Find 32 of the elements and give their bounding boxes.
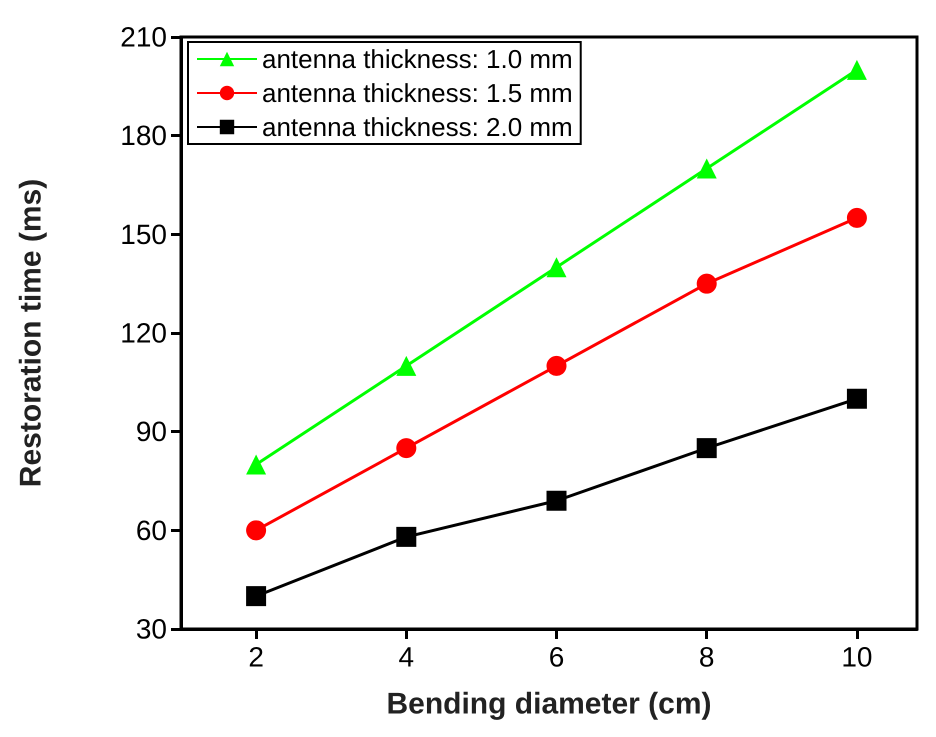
y-tick-label: 60 xyxy=(136,514,167,546)
point xyxy=(696,438,717,458)
point xyxy=(246,520,266,540)
legend-label: antenna thickness: 1.0 mm xyxy=(262,44,573,74)
x-tick-label: 6 xyxy=(548,642,564,672)
point xyxy=(846,208,867,228)
point xyxy=(396,526,416,547)
point xyxy=(696,274,717,294)
y-tick-label: 30 xyxy=(136,614,167,644)
legend-label: antenna thickness: 2.0 mm xyxy=(262,112,573,142)
point xyxy=(846,60,867,80)
legend-label: antenna thickness: 1.5 mm xyxy=(262,78,573,108)
x-tick-label: 4 xyxy=(398,642,414,672)
point xyxy=(246,454,266,475)
y-axis-title: Restoration time (ms) xyxy=(14,178,48,488)
y-tick-label: 210 xyxy=(120,22,167,52)
point xyxy=(546,356,567,376)
point xyxy=(546,257,567,278)
y-tick-label: 150 xyxy=(120,218,167,250)
point xyxy=(396,438,416,458)
x-tick-label: 10 xyxy=(841,642,872,672)
x-tick-label: 8 xyxy=(698,642,715,672)
y-tick-label: 120 xyxy=(120,318,167,348)
x-axis-title: Bending diameter (cm) xyxy=(386,688,712,720)
x-tick-label: 2 xyxy=(248,642,264,672)
point xyxy=(546,490,567,511)
point xyxy=(846,388,867,409)
point xyxy=(396,356,416,376)
point xyxy=(696,158,717,179)
y-tick-label: 90 xyxy=(136,416,167,448)
y-tick-label: 180 xyxy=(120,120,167,152)
point xyxy=(246,586,266,606)
